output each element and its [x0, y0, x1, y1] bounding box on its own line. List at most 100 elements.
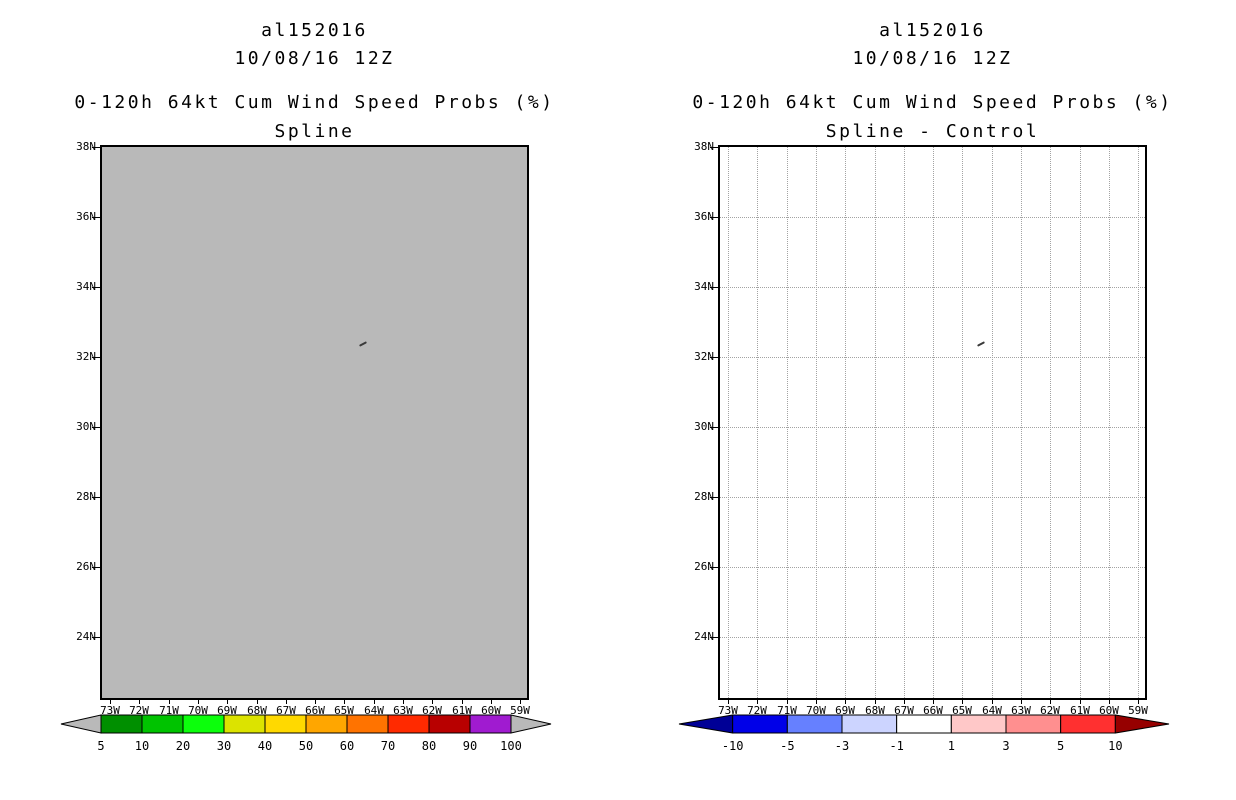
- lat-tick-label: 28N: [76, 490, 96, 503]
- lat-tick-label: 34N: [694, 280, 714, 293]
- lon-tick: [992, 700, 993, 704]
- grid-line-lon: [1021, 147, 1022, 698]
- storm-id: al152016: [261, 20, 368, 41]
- grid-line-lat: [720, 497, 1145, 498]
- grid-line-lat: [720, 427, 1145, 428]
- lon-tick: [315, 700, 316, 704]
- lon-tick-label: 59W: [1128, 704, 1148, 717]
- colorbar-segment: [387, 714, 430, 734]
- colorbar-tick-label: 10: [1108, 739, 1122, 753]
- lat-tick-label: 32N: [76, 350, 96, 363]
- grid-line-lon: [787, 147, 788, 698]
- lat-tick: [92, 147, 100, 148]
- grid-line-lat: [720, 567, 1145, 568]
- lat-tick-label: 24N: [694, 630, 714, 643]
- colorbar-tick-label: -10: [722, 739, 744, 753]
- plot-subtitle: Spline: [274, 121, 355, 142]
- lat-tick-label: 38N: [694, 140, 714, 153]
- plot-subtitle: Spline - Control: [825, 121, 1040, 142]
- lon-tick: [845, 700, 846, 704]
- lon-tick-label: 67W: [894, 704, 914, 717]
- colorbar-tick-label: 5: [97, 739, 104, 753]
- lon-tick-label: 63W: [1011, 704, 1031, 717]
- colorbar-tick-label: -3: [835, 739, 849, 753]
- grid-line-lon: [904, 147, 905, 698]
- init-time: 10/08/16 12Z: [234, 48, 395, 69]
- colorbar-segment: [223, 714, 266, 734]
- lat-tick-label: 26N: [694, 560, 714, 573]
- lon-tick-label: 62W: [422, 704, 442, 717]
- lon-tick: [933, 700, 934, 704]
- lon-tick-label: 63W: [393, 704, 413, 717]
- lat-tick-label: 32N: [694, 350, 714, 363]
- grid-line-lon: [992, 147, 993, 698]
- lat-tick: [92, 287, 100, 288]
- colorbar-segment: [950, 714, 1007, 734]
- colorbar-tick-label: 20: [176, 739, 190, 753]
- grid-line-lon: [1138, 147, 1139, 698]
- grid-line-lat: [720, 637, 1145, 638]
- lat-tick-label: 34N: [76, 280, 96, 293]
- lon-tick-label: 72W: [129, 704, 149, 717]
- plot-title: 0-120h 64kt Cum Wind Speed Probs (%): [692, 92, 1173, 113]
- lon-tick: [816, 700, 817, 704]
- grid-line-lon: [816, 147, 817, 698]
- lat-tick: [92, 497, 100, 498]
- colorbar-segment: [469, 714, 512, 734]
- plot-title: 0-120h 64kt Cum Wind Speed Probs (%): [74, 92, 555, 113]
- lat-tick-label: 28N: [694, 490, 714, 503]
- colorbar-segment: [305, 714, 348, 734]
- lon-tick: [257, 700, 258, 704]
- lon-tick: [462, 700, 463, 704]
- init-time: 10/08/16 12Z: [852, 48, 1013, 69]
- lon-tick: [432, 700, 433, 704]
- lat-tick-label: 38N: [76, 140, 96, 153]
- lon-tick-label: 73W: [718, 704, 738, 717]
- lon-tick: [286, 700, 287, 704]
- lon-tick-label: 69W: [835, 704, 855, 717]
- lat-tick-label: 30N: [76, 420, 96, 433]
- lon-tick: [1021, 700, 1022, 704]
- lon-tick: [787, 700, 788, 704]
- colorbar-tick-label: 10: [135, 739, 149, 753]
- lon-tick: [875, 700, 876, 704]
- lon-tick: [962, 700, 963, 704]
- map-plot: 38N 36N 34N 32N 30N 28N 26N 24N 73W 72W 71W 70W 69W 6…: [694, 141, 1148, 717]
- colorbar-segment: [732, 714, 788, 734]
- grid-line-lat: [720, 217, 1145, 218]
- lon-tick: [904, 700, 905, 704]
- grid-line-lat: [720, 357, 1145, 358]
- panel-spline-minus-control: al152016 10/08/16 12Z 0-120h 64kt Cum Wi…: [618, 0, 1236, 800]
- lat-tick: [92, 427, 100, 428]
- colorbar-tick-label: 100: [500, 739, 522, 753]
- lat-tick-label: 36N: [76, 210, 96, 223]
- lat-tick: [710, 497, 718, 498]
- map-plot: 38N 36N 34N 32N 30N 28N 26N 24N 73W 72W 71W 70W 69W 6…: [76, 141, 530, 717]
- lat-tick-label: 26N: [76, 560, 96, 573]
- lon-tick: [1138, 700, 1139, 704]
- lat-tick: [710, 217, 718, 218]
- lon-tick: [344, 700, 345, 704]
- grid-line-lon: [1080, 147, 1081, 698]
- lon-tick: [757, 700, 758, 704]
- grid-line-lon: [1050, 147, 1051, 698]
- colorbar-tick-label: -1: [889, 739, 903, 753]
- lon-tick: [139, 700, 140, 704]
- colorbar-under-arrow: [678, 714, 734, 734]
- lat-tick-label: 24N: [76, 630, 96, 643]
- lon-tick-label: 66W: [305, 704, 325, 717]
- bermuda-island-mark: [976, 341, 986, 347]
- lon-tick-label: 60W: [481, 704, 501, 717]
- lon-tick: [110, 700, 111, 704]
- colorbar-segment: [841, 714, 898, 734]
- lon-tick-label: 71W: [777, 704, 797, 717]
- colorbar-over-arrow: [510, 714, 552, 734]
- lat-tick: [710, 427, 718, 428]
- colorbar-over-arrow: [1114, 714, 1170, 734]
- grid-line-lon: [933, 147, 934, 698]
- lon-tick-label: 62W: [1040, 704, 1060, 717]
- lon-tick-label: 67W: [276, 704, 296, 717]
- lon-tick-label: 65W: [334, 704, 354, 717]
- lat-tick: [92, 217, 100, 218]
- lon-tick-label: 66W: [923, 704, 943, 717]
